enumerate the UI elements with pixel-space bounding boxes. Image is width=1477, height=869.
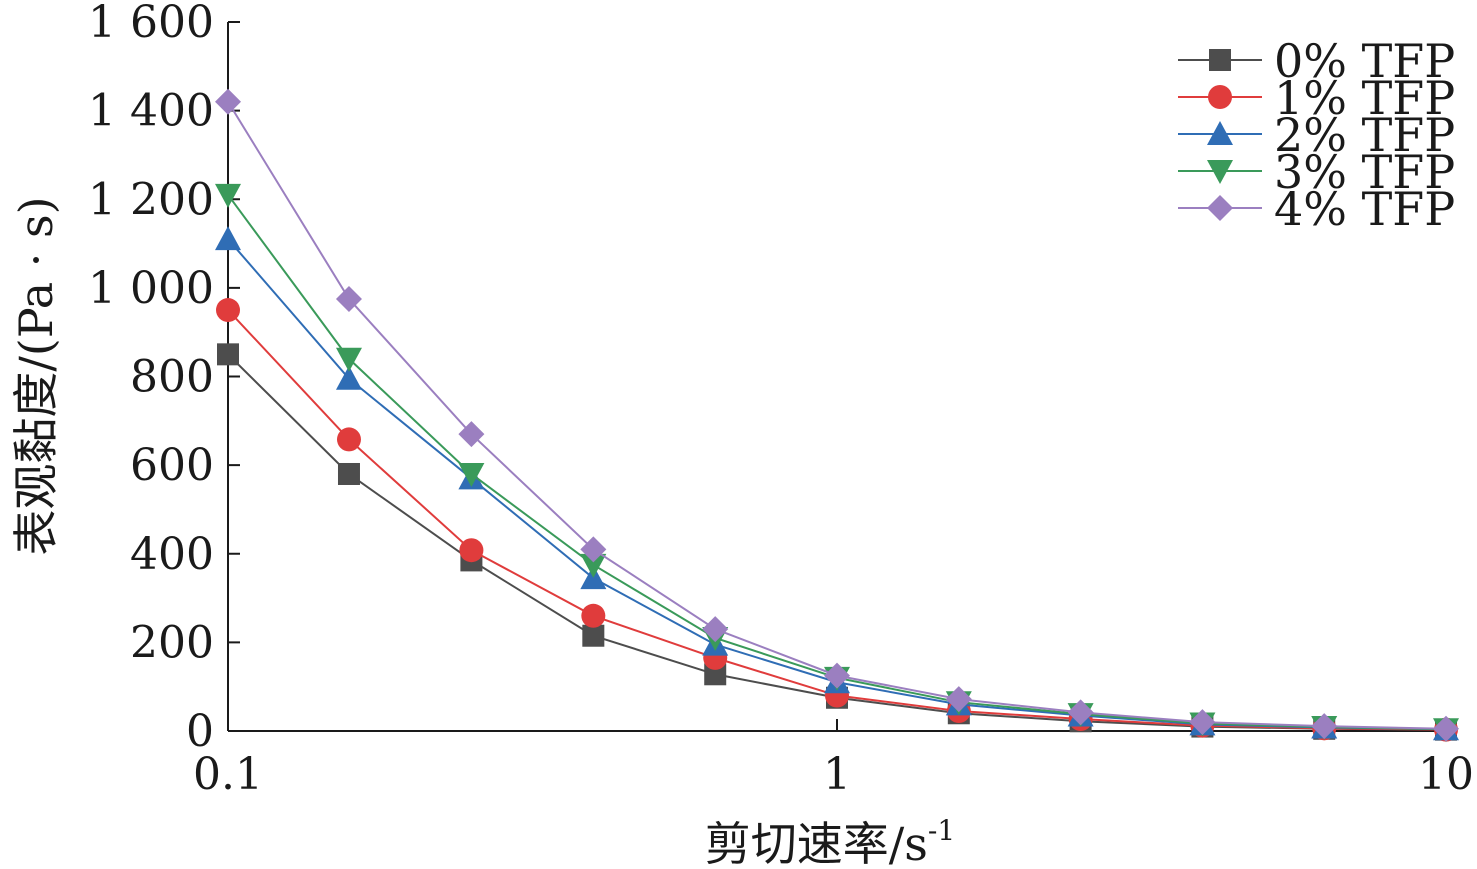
data-point: [458, 462, 485, 487]
y-tick-label: 600: [130, 440, 214, 491]
data-point: [335, 365, 362, 390]
legend-entry: 2% TFP: [1178, 108, 1455, 162]
data-point: [580, 536, 607, 563]
data-point: [580, 553, 607, 578]
data-point: [1433, 715, 1459, 742]
legend-label: 3% TFP: [1274, 145, 1455, 199]
series-line: [227, 101, 1447, 730]
legend-marker: [1209, 49, 1231, 71]
series-3: [215, 183, 1459, 743]
axis-titles: 剪切速率/s-1 表观黏度/(Pa · s): [9, 196, 955, 869]
data-point: [824, 662, 850, 689]
data-point: [702, 616, 729, 643]
data-point: [582, 624, 605, 647]
data-point: [459, 538, 484, 563]
data-point: [335, 285, 362, 312]
x-axis-title-main: 剪切速率/s: [705, 817, 928, 869]
legend-entry: 1% TFP: [1178, 71, 1455, 125]
y-tick-label: 800: [130, 352, 214, 403]
x-axis-title: 剪切速率/s-1: [705, 814, 955, 869]
data-point: [1311, 713, 1338, 740]
legend-marker: [1207, 160, 1233, 184]
y-axis-title: 表观黏度/(Pa · s): [9, 196, 63, 555]
y-tick-label: 1 000: [88, 263, 214, 314]
data-point: [215, 226, 241, 251]
series-4: [215, 88, 1459, 742]
data-point: [945, 686, 972, 713]
x-tick-label: 10: [1418, 749, 1474, 800]
y-tick-label: 1 200: [88, 174, 214, 225]
legend-entry: 0% TFP: [1178, 34, 1455, 88]
legend-label: 0% TFP: [1274, 34, 1455, 88]
x-axis-title-superscript: -1: [928, 814, 955, 847]
series-layer: [215, 88, 1459, 743]
x-tick-label: 0.1: [193, 749, 263, 800]
series-line: [227, 194, 1447, 731]
y-tick-label: 1 400: [88, 86, 214, 137]
data-point: [336, 427, 361, 452]
data-point: [1189, 709, 1216, 736]
legend-label: 2% TFP: [1274, 108, 1455, 162]
legend-marker: [1207, 121, 1233, 145]
series-line: [227, 238, 1447, 731]
data-point: [217, 343, 239, 366]
y-tick-label: 0: [186, 706, 214, 757]
data-point: [581, 603, 606, 628]
legend-label: 1% TFP: [1274, 71, 1455, 125]
axes: 0 200 400 600 800 1 000 1 200 1 400 1 600 0.1 1 10: [88, 0, 1474, 800]
legend-entry: 4% TFP: [1178, 182, 1455, 236]
legend-marker: [1207, 195, 1233, 221]
data-point: [216, 298, 240, 323]
data-point: [215, 88, 241, 115]
data-point: [704, 663, 727, 686]
data-point: [1067, 699, 1094, 726]
data-point: [215, 183, 241, 208]
legend-label: 4% TFP: [1274, 182, 1455, 236]
y-tick-label: 1 600: [88, 0, 214, 48]
legend-marker: [1208, 85, 1232, 109]
data-point: [337, 462, 360, 485]
data-point: [335, 347, 362, 372]
legend-entry: 3% TFP: [1178, 145, 1455, 199]
y-tick-label: 200: [130, 617, 214, 668]
x-tick-label: 1: [823, 749, 851, 800]
data-point: [458, 421, 485, 448]
y-tick-label: 400: [130, 529, 214, 580]
